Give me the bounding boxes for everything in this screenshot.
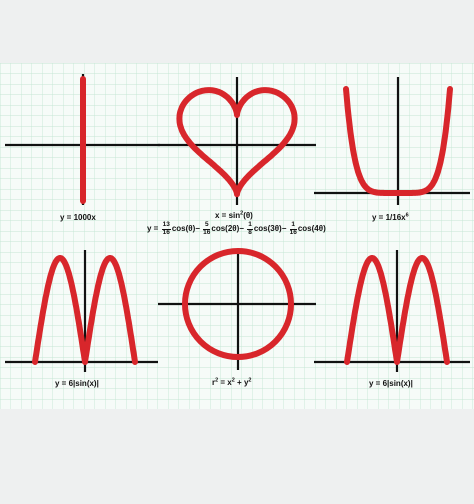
- panel-circle: [158, 248, 316, 370]
- sine-left-curve: [32, 255, 138, 365]
- label-sine-left-text: y = 6|sin(x)|: [55, 379, 99, 388]
- label-heart-text: x = sin: [215, 211, 241, 220]
- label-circle-r: r: [212, 378, 216, 387]
- heart-formula-lead: y =: [147, 224, 159, 234]
- label-circle-r-sup: 2: [215, 377, 219, 384]
- heart-term-3-fn: cos(3θ): [253, 224, 282, 234]
- heart-term-3-op: −: [281, 224, 287, 234]
- heart-term-4-fn: cos(4θ): [297, 224, 326, 234]
- label-quartic: y = 1/16x6: [372, 212, 409, 222]
- heart-term-1-den: 16: [162, 228, 170, 236]
- heart-term-1-num: 13: [161, 221, 171, 230]
- heart-term-3-den: 8: [248, 228, 252, 236]
- quartic-curve: [343, 86, 453, 196]
- heart-curve: [176, 87, 298, 198]
- heart-term-1-fn: cos(θ): [171, 224, 196, 234]
- heart-formula: y = 13 16 cos(θ)− 5 16 cos(2θ)− 1 8 cos(3θ)− 1…: [147, 221, 326, 236]
- panel-sine-left: [5, 250, 158, 372]
- label-heart-suffix: (θ): [243, 211, 253, 220]
- heart-term-3-num: 1: [247, 221, 253, 230]
- panel-quartic: [314, 77, 470, 205]
- label-sine-right: y = 6|sin(x)|: [369, 380, 413, 388]
- label-heart: x = sin2(θ): [215, 210, 253, 220]
- label-sine-right-text: y = 6|sin(x)|: [369, 379, 413, 388]
- label-heart-sup: 2: [240, 210, 244, 217]
- label-line-text: y = 1000x: [60, 213, 96, 222]
- panel-line: [5, 74, 160, 205]
- sine-right-curve: [344, 255, 450, 365]
- label-quartic-sup: 6: [405, 212, 409, 219]
- heart-term-2-op: −: [239, 224, 244, 234]
- label-line: y = 1000x: [60, 214, 96, 222]
- heart-term-2-num: 5: [203, 221, 211, 230]
- label-circle-eq: = x: [218, 378, 232, 387]
- panel-sine-right: [314, 250, 470, 372]
- label-circle-y-sup: 2: [248, 377, 252, 384]
- heart-term-4-num: 1: [289, 221, 297, 230]
- heart-term-2-frac: 5 16: [203, 221, 211, 236]
- circle-curve: [182, 248, 294, 360]
- heart-term-4-den: 16: [289, 228, 297, 236]
- label-circle-x-sup: 2: [231, 377, 235, 384]
- heart-term-1-op: −: [195, 224, 200, 234]
- heart-term-4-frac: 1 16: [289, 221, 297, 236]
- label-sine-left: y = 6|sin(x)|: [55, 380, 99, 388]
- heart-term-2-fn: cos(2θ): [211, 224, 240, 234]
- panel-heart: [158, 77, 316, 205]
- heart-term-2-den: 16: [203, 228, 211, 236]
- label-circle-plus: + y: [234, 378, 249, 387]
- heart-term-1-frac: 13 16: [161, 221, 171, 236]
- label-circle: r2 = x2 + y2: [212, 377, 252, 387]
- label-quartic-text: y = 1/16x: [372, 213, 406, 222]
